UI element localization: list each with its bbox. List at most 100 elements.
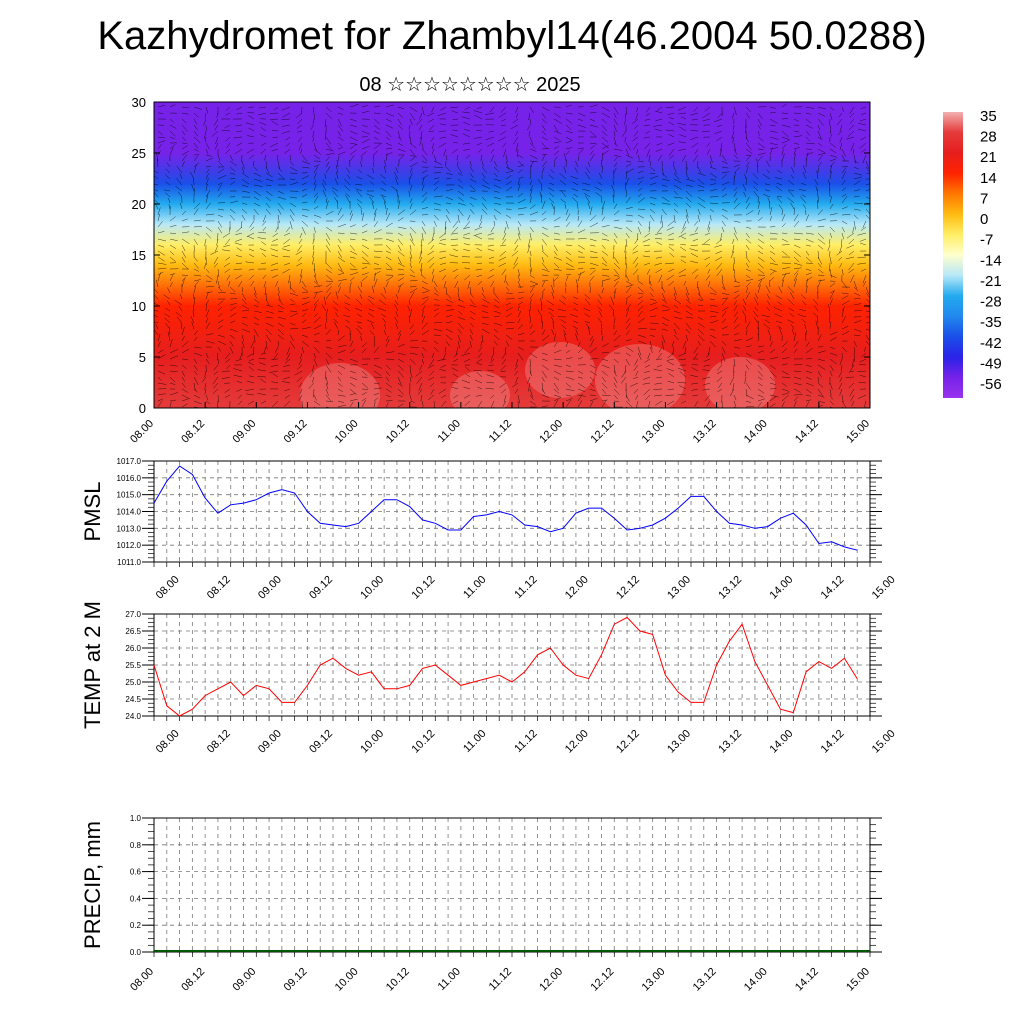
wind-arrow (515, 130, 519, 136)
wind-arrow (337, 272, 345, 276)
wind-arrow (224, 112, 231, 116)
wind-arrow (541, 329, 546, 336)
wind-arrow (313, 195, 319, 204)
wind-arrow (694, 220, 699, 226)
wind-arrow (839, 244, 843, 253)
x-tick-label: 09.00 (230, 418, 258, 446)
wind-arrow (217, 394, 219, 403)
wind-arrow (501, 238, 507, 245)
wind-arrow (409, 346, 419, 348)
wind-arrow (805, 142, 815, 145)
wind-arrow (397, 274, 405, 276)
wind-arrow (541, 274, 549, 276)
wind-arrow (487, 232, 495, 236)
wind-arrow (253, 328, 259, 337)
wind-arrow (716, 364, 723, 371)
wind-arrow (733, 226, 737, 234)
wind-arrow (439, 123, 447, 126)
wind-arrow (565, 112, 573, 115)
wind-arrow (637, 286, 644, 293)
wind-arrow (433, 180, 440, 186)
wind-arrow (553, 244, 558, 252)
wind-arrow (541, 160, 548, 168)
wind-arrow (427, 376, 435, 381)
wind-arrow (384, 324, 387, 330)
wind-arrow (757, 209, 760, 216)
wind-arrow (757, 136, 764, 142)
x-tick-label: 08.00 (128, 418, 156, 446)
wind-arrow (625, 400, 633, 408)
wind-arrow (570, 175, 579, 180)
wind-arrow (817, 196, 819, 204)
wind-arrow (745, 352, 752, 357)
wind-arrow (397, 382, 403, 388)
wind-arrow (621, 130, 627, 138)
wind-arrow (476, 358, 483, 364)
wind-arrow (625, 318, 631, 324)
wind-arrow (193, 112, 199, 118)
wind-arrow (793, 382, 802, 386)
wind-arrow (421, 296, 429, 300)
wind-arrow (257, 392, 267, 396)
wind-arrow (654, 394, 663, 397)
wind-arrow (433, 322, 443, 324)
wind-arrow (817, 268, 824, 274)
wind-arrow (565, 159, 567, 168)
wind-arrow (223, 262, 231, 267)
wind-arrow (781, 341, 788, 348)
wind-arrow (553, 238, 561, 241)
wind-arrow (694, 274, 699, 280)
wind-arrow (253, 172, 262, 177)
wind-arrow (463, 248, 471, 252)
wind-arrow (193, 376, 199, 386)
wind-arrow (253, 310, 262, 313)
wind-arrow (655, 110, 663, 114)
wind-arrow (853, 286, 859, 292)
wind-arrow (528, 112, 531, 121)
wind-arrow (757, 358, 765, 360)
wind-arrow (205, 286, 214, 288)
wind-arrow (310, 124, 315, 130)
wind-arrow (634, 238, 639, 244)
wind-arrow (321, 183, 327, 192)
wind-arrow (337, 370, 343, 376)
wind-arrow (793, 400, 797, 408)
wind-arrow (409, 130, 411, 139)
wind-arrow (452, 118, 459, 120)
wind-arrow (678, 112, 687, 115)
wind-arrow (505, 166, 514, 172)
wind-arrow (697, 286, 701, 296)
wind-arrow (235, 255, 243, 258)
wind-arrow (373, 118, 380, 125)
wind-arrow (733, 191, 737, 198)
wind-arrow (673, 292, 677, 300)
wind-arrow (205, 400, 211, 405)
wind-arrow (601, 159, 603, 168)
wind-arrow (553, 206, 555, 216)
wind-arrow (601, 281, 603, 288)
wind-arrow (361, 230, 368, 234)
wind-arrow (277, 316, 286, 320)
wind-arrow (720, 232, 723, 241)
wind-arrow (193, 142, 199, 149)
wind-arrow (589, 124, 598, 128)
wind-arrow (409, 156, 416, 162)
wind-arrow (577, 147, 584, 150)
wind-arrow (677, 367, 687, 372)
wind-arrow (217, 306, 222, 312)
wind-arrow (655, 268, 663, 274)
y-tick-label: 0.6 (130, 868, 142, 877)
wind-arrow (294, 370, 303, 376)
wind-arrow (481, 196, 487, 202)
wind-arrow (745, 262, 750, 268)
wind-arrow (157, 221, 163, 228)
wind-arrow (235, 262, 243, 265)
wind-arrow (368, 312, 375, 318)
wind-arrow (283, 262, 291, 266)
wind-arrow (337, 262, 343, 271)
wind-arrow (527, 238, 531, 248)
x-tick-label: 14.12 (819, 574, 847, 602)
x-tick-label: 11.00 (461, 728, 488, 755)
wind-arrow (781, 267, 790, 270)
